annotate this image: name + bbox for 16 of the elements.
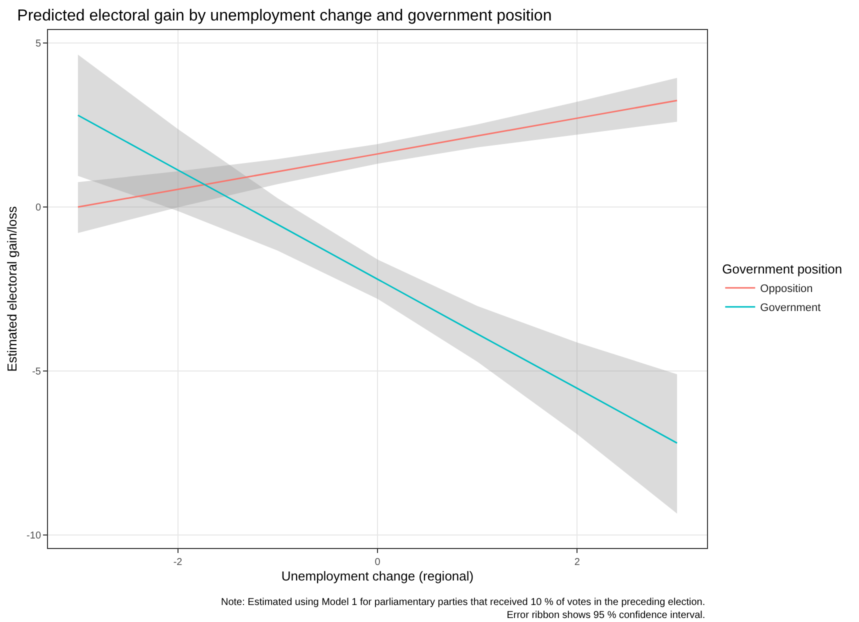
y-axis-title: Estimated electoral gain/loss (4, 206, 20, 372)
x-tick-label: 0 (374, 557, 381, 568)
x-axis-title: Unemployment change (regional) (281, 568, 474, 584)
y-tick-label: -10 (26, 530, 42, 542)
y-tick-label: 0 (35, 202, 42, 214)
y-tick-label: 5 (35, 38, 42, 50)
legend-label: Opposition (760, 283, 813, 296)
text: Note: Estimated using Model 1 for parliamentary parties that received 10 % of votes in the preceding election. Error ribbon shows 95 % confidence interval. (221, 597, 706, 621)
x-tick-label: -2 (173, 557, 183, 568)
y-tick-label: -5 (32, 366, 42, 378)
line-series (77, 114, 678, 444)
chart-title: Predicted electoral gain by unemployment change and government position (17, 8, 552, 25)
line-series (77, 100, 678, 208)
x-tick-label: 2 (574, 557, 580, 568)
legend-label: Government (760, 302, 821, 314)
legend-title: Government position (722, 261, 842, 276)
